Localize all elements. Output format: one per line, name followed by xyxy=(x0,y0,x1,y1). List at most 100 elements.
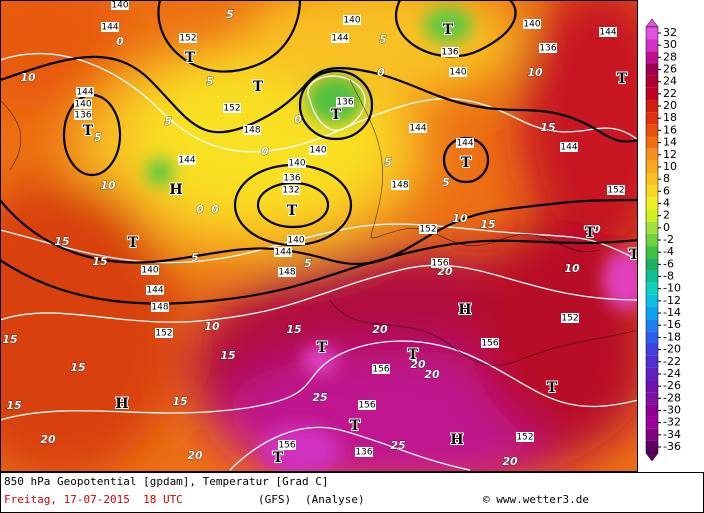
pressure-center: T xyxy=(83,123,94,139)
label-background xyxy=(607,185,625,195)
colorbar-cell xyxy=(646,221,658,234)
colorbar-tick-label: -36 xyxy=(663,440,681,453)
colorbar-tick-label: 0 xyxy=(663,221,670,234)
geopotential-label: 144 xyxy=(146,286,163,296)
label-background xyxy=(287,235,305,245)
pressure-center: T xyxy=(443,22,454,38)
temperature-label: 10 xyxy=(527,66,543,79)
colorbar-tick-label: -14 xyxy=(663,306,681,319)
geopotential-label: 144 xyxy=(599,28,616,38)
colorbar-tick-label: 18 xyxy=(663,111,677,124)
temperature-label: 5 xyxy=(94,131,102,144)
temperature-label: 20 xyxy=(502,455,518,468)
colorbar-cell xyxy=(646,355,658,368)
label-background xyxy=(288,158,306,168)
geopotential-label: 140 xyxy=(449,68,466,78)
geopotential-label: 136 xyxy=(355,448,372,458)
label-background xyxy=(146,285,164,295)
temperature-label: 20 xyxy=(437,265,453,278)
colorbar-arrow-bottom xyxy=(645,452,659,462)
footer-title: 850 hPa Geopotential [gpdam], Temperatur… xyxy=(4,475,329,488)
temperature-label: 0 xyxy=(261,145,269,158)
label-background xyxy=(243,125,261,135)
pressure-center: H xyxy=(458,302,471,318)
label-background xyxy=(599,27,617,37)
colorbar-cell xyxy=(646,209,658,222)
temperature-label: 5 xyxy=(379,33,387,46)
colorbar-cell xyxy=(646,173,658,186)
label-background xyxy=(516,432,534,442)
colorbar-tick-label: -10 xyxy=(663,282,681,295)
colorbar-tick-label: 26 xyxy=(663,63,677,76)
label-background xyxy=(481,338,499,348)
geopotential-label: 144 xyxy=(331,34,348,44)
temperature-field xyxy=(0,0,638,471)
pressure-center: T xyxy=(317,340,328,356)
label-background xyxy=(223,103,241,113)
geopotential-label: 136 xyxy=(539,44,556,54)
label-background xyxy=(76,87,94,97)
geopotential-label: 140 xyxy=(288,159,305,169)
colorbar-cell xyxy=(646,136,658,149)
pressure-center: H xyxy=(115,396,128,412)
label-background xyxy=(283,173,301,183)
colorbar-tick-label: 24 xyxy=(663,75,677,88)
colorbar-cell xyxy=(646,428,658,441)
temperature-label: 15 xyxy=(54,235,70,248)
pressure-center: T xyxy=(408,347,419,363)
temperature-label: 15 xyxy=(220,349,236,362)
geopotential-label: 152 xyxy=(155,329,172,339)
geopotential-label: 136 xyxy=(441,48,458,58)
pressure-center: T xyxy=(128,235,139,251)
temperature-label: 15 xyxy=(286,323,302,336)
temperature-label: 15 xyxy=(480,218,496,231)
geopotential-label: 156 xyxy=(358,401,375,411)
label-background xyxy=(441,47,459,57)
colorbar-tick-label: -4 xyxy=(663,245,674,258)
colorbar-tick-label: -34 xyxy=(663,428,681,441)
temperature-label: 10 xyxy=(100,179,116,192)
temperature-label: 15 xyxy=(6,399,22,412)
geopotential-label: 140 xyxy=(309,146,326,156)
label-background xyxy=(336,97,354,107)
colorbar-cell xyxy=(646,51,658,64)
geopotential-label: 140 xyxy=(523,20,540,30)
colorbar-tick-label: -20 xyxy=(663,343,681,356)
label-background xyxy=(431,258,449,268)
colorbar-cell xyxy=(646,124,658,137)
label-background xyxy=(278,267,296,277)
colorbar-tick-label: -30 xyxy=(663,403,681,416)
geopotential-label: 140 xyxy=(74,100,91,110)
geopotential-label: 144 xyxy=(274,248,291,258)
colorbar-tick-label: -24 xyxy=(663,367,681,380)
label-background xyxy=(111,0,129,10)
temperature-label: 15 xyxy=(70,361,86,374)
pressure-center: T xyxy=(253,79,264,95)
footer-date: Freitag, 17-07-2015 18 UTC xyxy=(4,493,183,506)
footer-run: (Analyse) xyxy=(305,493,365,506)
colorbar-tick-label: 6 xyxy=(663,184,670,197)
pressure-center: T xyxy=(547,380,558,396)
temperature-label: 15 xyxy=(2,333,18,346)
temperature-label: 5 xyxy=(191,251,199,264)
geopotential-label: 152 xyxy=(607,186,624,196)
pressure-center: T xyxy=(273,450,284,466)
colorbar: 32302826242220181614121086420-2-4-6-8-10… xyxy=(645,18,681,462)
colorbar-cell xyxy=(646,258,658,271)
temperature-label: 0 xyxy=(294,113,302,126)
temperature-label: 0 xyxy=(196,203,204,216)
geopotential-label: 152 xyxy=(223,104,240,114)
temperature-label: 5 xyxy=(304,257,312,270)
footer-credit: © www.wetter3.de xyxy=(483,493,589,506)
colorbar-tick-label: -22 xyxy=(663,355,681,368)
cold-pools xyxy=(146,7,638,471)
colorbar-tick-label: 14 xyxy=(663,136,677,149)
temperature-label: 10 xyxy=(20,71,36,84)
label-background xyxy=(74,99,92,109)
label-background xyxy=(331,33,349,43)
geopotential-contours xyxy=(0,0,638,305)
colorbar-arrow-top xyxy=(645,18,659,28)
map: 144 140 152 144 140 136 140 140 136 144 136 140 144 1… xyxy=(0,0,638,471)
temperature-label: 15 xyxy=(172,395,188,408)
geopotential-label: 156 xyxy=(372,365,389,375)
